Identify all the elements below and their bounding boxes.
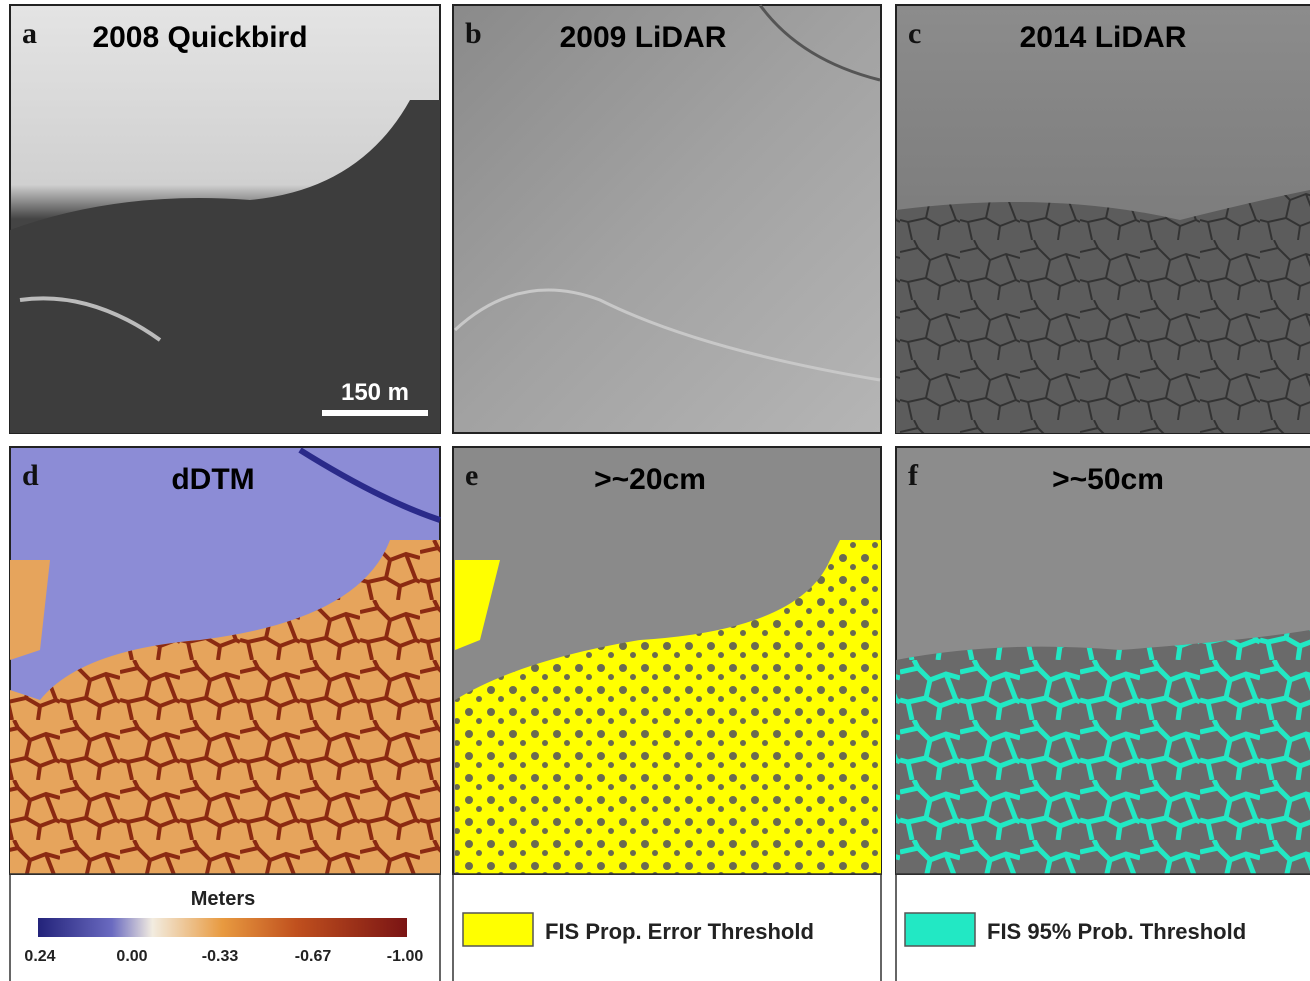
- legend-swatch: [463, 913, 533, 946]
- legend-swatch: [905, 913, 975, 946]
- colorbar-tick-label: -0.33: [202, 948, 239, 965]
- panel-letter: d: [22, 459, 39, 492]
- legend-label: FIS Prop. Error Threshold: [545, 919, 814, 944]
- colorbar-tick-label: 0.24: [24, 948, 55, 965]
- panel-title: >~50cm: [1052, 463, 1164, 496]
- panel-e: [453, 447, 881, 874]
- colorbar-title: Meters: [191, 888, 255, 910]
- panel-title: 2008 Quickbird: [92, 21, 307, 54]
- colorbar-tick-label: 0.00: [116, 948, 147, 965]
- legend-label: FIS 95% Prob. Threshold: [987, 919, 1246, 944]
- panel-letter: a: [22, 17, 37, 50]
- panel-d: [10, 447, 440, 874]
- panel-b: [453, 5, 881, 433]
- panel-a: 150 m: [10, 5, 440, 433]
- colorbar: [38, 918, 407, 937]
- page: 150 m Meters a 2008 Quickbird b 2009 LiDAR c…: [0, 0, 1310, 981]
- panel-f: [896, 447, 1310, 874]
- colorbar-tick-label: -0.67: [295, 948, 332, 965]
- panel-letter: c: [908, 17, 921, 50]
- panel-title: >~20cm: [594, 463, 706, 496]
- panel-title: dDTM: [171, 463, 254, 496]
- panel-title: 2009 LiDAR: [560, 21, 727, 54]
- panel-letter: f: [908, 459, 919, 492]
- scale-bar-label: 150 m: [341, 379, 409, 406]
- panel-letter: b: [465, 17, 482, 50]
- panel-c: [896, 5, 1310, 433]
- figure: 150 m Meters a 2008 Quickbird b 2009 LiDAR c…: [0, 0, 1310, 981]
- panel-letter: e: [465, 459, 478, 492]
- panel-title: 2014 LiDAR: [1020, 21, 1187, 54]
- colorbar-tick-label: -1.00: [387, 948, 424, 965]
